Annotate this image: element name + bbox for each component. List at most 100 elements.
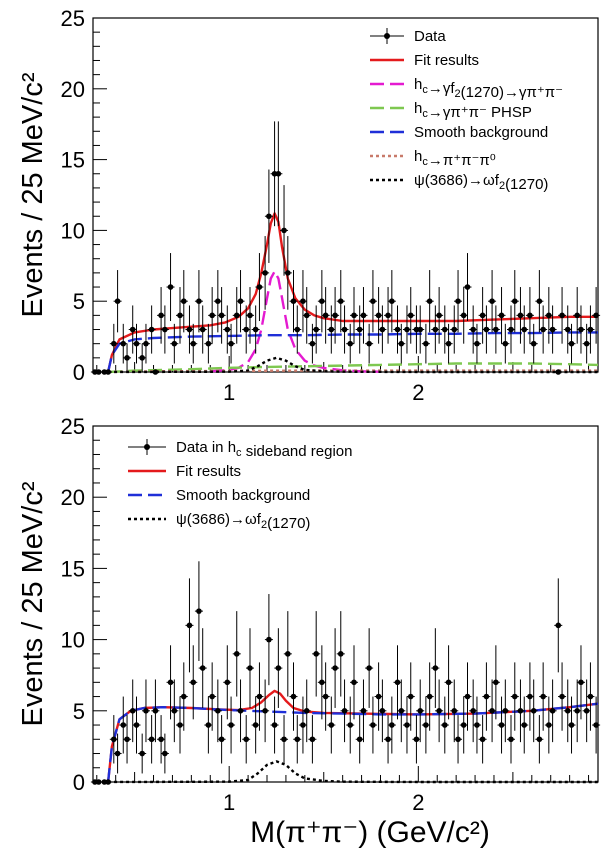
data-point bbox=[190, 340, 197, 347]
legend-label: Fit results bbox=[176, 463, 241, 480]
data-point bbox=[417, 708, 424, 714]
data-point bbox=[158, 312, 164, 319]
data-point bbox=[489, 708, 495, 714]
data-point bbox=[180, 298, 187, 305]
data-point bbox=[417, 326, 424, 333]
y-axis-label: Events / 25 MeV/c² bbox=[17, 481, 49, 726]
data-point bbox=[218, 736, 225, 743]
data-point bbox=[356, 326, 363, 333]
top-panel: 0 5 10 15 20 25 1 2 Events / 25 MeV/c² Data Fit re… bbox=[17, 6, 601, 405]
data-point bbox=[275, 170, 282, 177]
data-point bbox=[389, 722, 395, 728]
data-point bbox=[555, 369, 562, 375]
data-point bbox=[186, 326, 193, 333]
data-point bbox=[568, 340, 575, 347]
data-point bbox=[275, 665, 282, 671]
y-tick-label: 15 bbox=[61, 556, 85, 581]
data-point bbox=[328, 722, 335, 728]
data-point bbox=[511, 298, 518, 305]
data-point bbox=[564, 708, 571, 714]
data-point bbox=[281, 227, 287, 234]
curve-h-c-f-2-1270- bbox=[210, 270, 381, 373]
legend-label: Smooth background bbox=[414, 124, 548, 141]
data-point bbox=[162, 750, 168, 757]
data-point bbox=[574, 708, 580, 714]
data-point bbox=[271, 722, 278, 728]
y-tick-label: 5 bbox=[73, 289, 85, 314]
data-point bbox=[266, 213, 272, 220]
data-point bbox=[521, 722, 528, 728]
y-tick-label: 0 bbox=[73, 360, 85, 385]
data-point bbox=[498, 722, 505, 728]
data-point bbox=[285, 651, 291, 657]
data-point bbox=[111, 340, 117, 347]
data-point bbox=[470, 708, 476, 714]
data-point bbox=[313, 326, 319, 333]
data-point bbox=[322, 693, 329, 700]
data-point bbox=[341, 326, 348, 333]
data-point bbox=[300, 298, 306, 305]
data-point bbox=[559, 693, 565, 700]
legend-label: ψ(3686)→ωf2(1270) bbox=[414, 172, 548, 193]
data-point bbox=[332, 665, 338, 671]
data-point bbox=[536, 298, 543, 305]
data-point bbox=[366, 340, 372, 347]
data-point bbox=[502, 708, 509, 714]
data-point bbox=[177, 312, 183, 319]
data-point bbox=[313, 651, 319, 657]
data-point bbox=[332, 312, 338, 319]
data-point bbox=[423, 340, 429, 347]
y-tick-label: 15 bbox=[61, 148, 85, 173]
data-point bbox=[300, 722, 306, 728]
y-tick-label: 25 bbox=[61, 414, 85, 439]
data-point bbox=[129, 326, 136, 333]
y-tick-label: 10 bbox=[61, 628, 85, 653]
plot-frame bbox=[92, 17, 599, 373]
data-point bbox=[294, 736, 301, 743]
data-point bbox=[587, 326, 594, 333]
data-point bbox=[385, 736, 391, 743]
y-tick-label: 10 bbox=[61, 218, 85, 243]
data-point bbox=[143, 708, 149, 714]
data-point bbox=[536, 736, 543, 743]
data-point bbox=[521, 326, 528, 333]
data-point bbox=[252, 722, 259, 728]
data-point bbox=[243, 736, 250, 743]
data-point bbox=[583, 340, 590, 347]
data-point bbox=[578, 679, 584, 686]
data-point bbox=[309, 736, 316, 743]
data-point bbox=[432, 326, 439, 333]
data-point bbox=[224, 679, 231, 686]
data-point bbox=[389, 298, 395, 305]
data-point bbox=[281, 736, 287, 743]
curve-h-c-phsp bbox=[108, 362, 599, 374]
data-point bbox=[129, 708, 136, 714]
data-point bbox=[319, 298, 325, 305]
data-point bbox=[549, 326, 556, 333]
data-point bbox=[474, 722, 480, 728]
data-point bbox=[559, 312, 565, 319]
data-point bbox=[493, 679, 499, 686]
x-tick-label: 2 bbox=[412, 790, 424, 815]
data-point bbox=[322, 312, 329, 319]
data-point bbox=[262, 708, 268, 714]
data-point bbox=[262, 270, 268, 276]
data-point bbox=[95, 779, 102, 785]
data-point bbox=[124, 355, 130, 361]
data-point bbox=[196, 298, 202, 305]
curve-smooth-background bbox=[106, 331, 598, 373]
data-point bbox=[177, 722, 183, 728]
data-point bbox=[540, 693, 546, 700]
data-point bbox=[95, 369, 102, 375]
data-point bbox=[303, 708, 310, 714]
data-point bbox=[199, 326, 206, 333]
data-point bbox=[540, 326, 546, 333]
data-point bbox=[105, 369, 111, 375]
legend-label: Fit results bbox=[414, 52, 479, 69]
data-point bbox=[530, 340, 537, 347]
data-point bbox=[498, 312, 505, 319]
data-point bbox=[237, 298, 244, 305]
data-point bbox=[564, 326, 571, 333]
data-point bbox=[366, 665, 372, 671]
